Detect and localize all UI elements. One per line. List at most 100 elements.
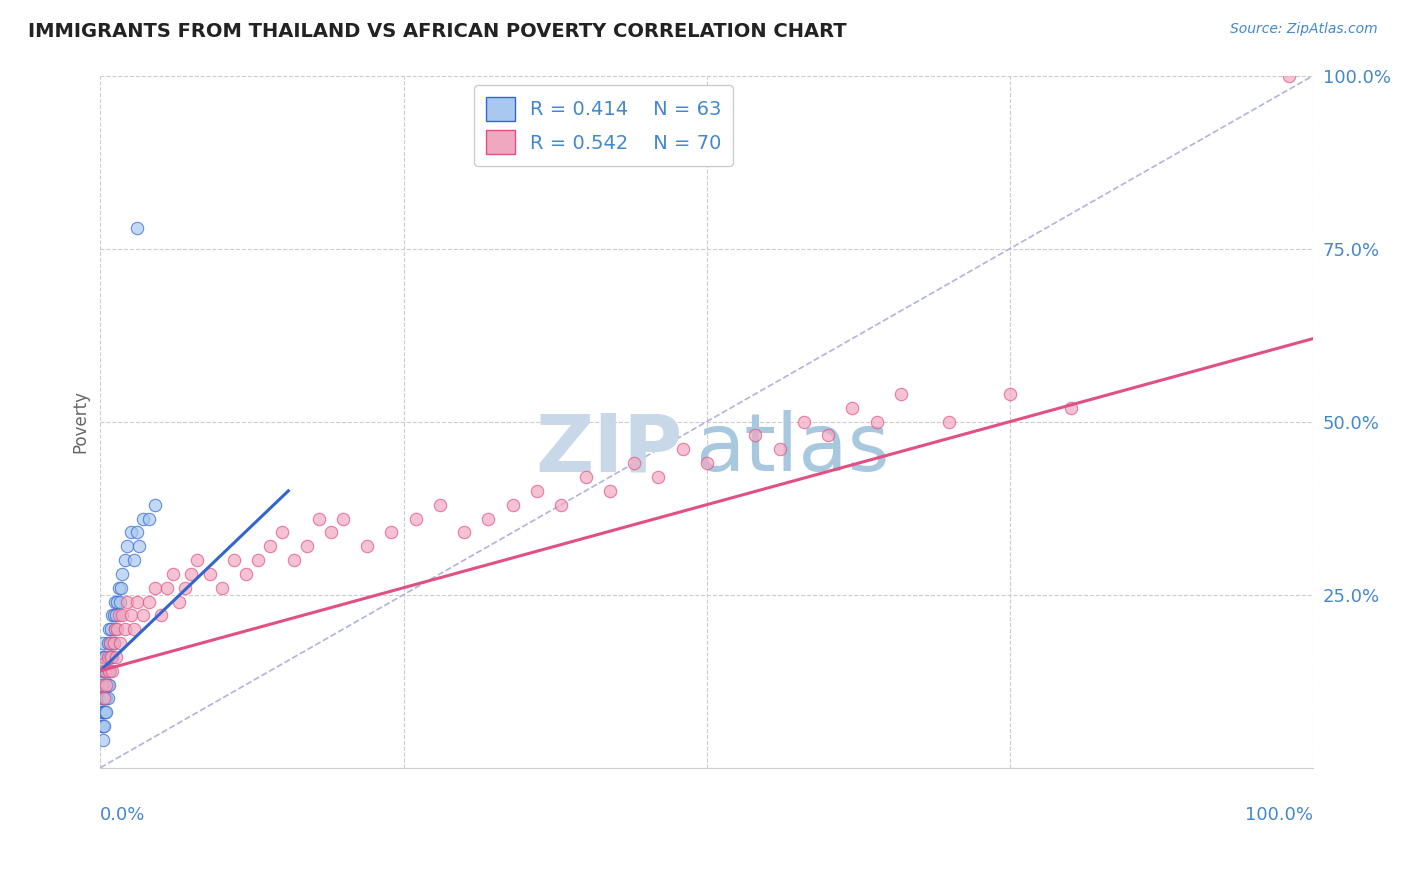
Point [94, 664, 117, 678]
Point [100, 649, 122, 664]
Point [938, 415, 960, 429]
Point [93, 664, 115, 678]
Point [93, 719, 115, 733]
Text: 100.0%: 100.0% [1246, 805, 1313, 824]
Point [696, 456, 718, 470]
Point [623, 456, 645, 470]
Point [105, 622, 128, 636]
Point [90, 678, 112, 692]
Point [768, 442, 790, 457]
Point [128, 539, 150, 553]
Point [110, 581, 132, 595]
Point [94, 664, 117, 678]
Point [167, 594, 190, 608]
Point [90, 678, 112, 692]
Point [97, 664, 120, 678]
Point [332, 511, 354, 525]
Point [132, 608, 155, 623]
Point [93, 706, 115, 720]
Point [104, 594, 127, 608]
Point [91, 691, 114, 706]
Point [108, 594, 131, 608]
Point [101, 636, 124, 650]
Point [101, 649, 124, 664]
Point [647, 470, 669, 484]
Point [841, 401, 863, 415]
Point [180, 566, 202, 581]
Point [186, 553, 208, 567]
Point [98, 664, 121, 678]
Point [98, 636, 121, 650]
Point [97, 678, 120, 692]
Point [103, 636, 125, 650]
Text: IMMIGRANTS FROM THAILAND VS AFRICAN POVERTY CORRELATION CHART: IMMIGRANTS FROM THAILAND VS AFRICAN POVE… [28, 22, 846, 41]
Point [1278, 69, 1301, 83]
Point [259, 539, 281, 553]
Point [222, 553, 245, 567]
Point [105, 649, 128, 664]
Point [107, 581, 129, 595]
Point [91, 719, 114, 733]
Point [211, 581, 233, 595]
Point [124, 622, 146, 636]
Point [138, 511, 160, 525]
Point [101, 664, 124, 678]
Point [156, 581, 179, 595]
Point [143, 498, 166, 512]
Point [101, 608, 124, 623]
Point [93, 691, 115, 706]
Point [143, 581, 166, 595]
Point [94, 706, 117, 720]
Point [96, 678, 118, 692]
Point [111, 566, 134, 581]
Point [429, 498, 451, 512]
Point [91, 678, 114, 692]
Point [132, 511, 155, 525]
Point [380, 525, 402, 540]
Text: atlas: atlas [695, 410, 889, 488]
Point [97, 664, 120, 678]
Point [97, 678, 120, 692]
Point [502, 498, 524, 512]
Point [247, 553, 270, 567]
Point [97, 649, 120, 664]
Point [235, 566, 257, 581]
Point [998, 387, 1021, 401]
Point [91, 657, 114, 671]
Point [108, 636, 131, 650]
Point [93, 691, 115, 706]
Point [526, 483, 548, 498]
Point [817, 428, 839, 442]
Point [599, 483, 621, 498]
Point [550, 498, 572, 512]
Point [94, 691, 117, 706]
Point [100, 622, 122, 636]
Point [96, 706, 118, 720]
Point [94, 678, 117, 692]
Point [93, 678, 115, 692]
Point [890, 387, 912, 401]
Point [97, 664, 120, 678]
Point [90, 691, 112, 706]
Point [1060, 401, 1083, 415]
Point [138, 594, 160, 608]
Point [574, 470, 596, 484]
Point [125, 525, 148, 540]
Point [96, 691, 118, 706]
Point [107, 608, 129, 623]
Point [125, 594, 148, 608]
Point [319, 525, 342, 540]
Point [93, 649, 115, 664]
Y-axis label: Poverty: Poverty [72, 390, 89, 453]
Point [104, 622, 127, 636]
Point [94, 649, 117, 664]
Point [91, 649, 114, 664]
Point [114, 622, 136, 636]
Point [114, 553, 136, 567]
Point [111, 608, 134, 623]
Point [103, 608, 125, 623]
Point [162, 566, 184, 581]
Point [283, 553, 305, 567]
Point [671, 442, 693, 457]
Point [105, 594, 128, 608]
